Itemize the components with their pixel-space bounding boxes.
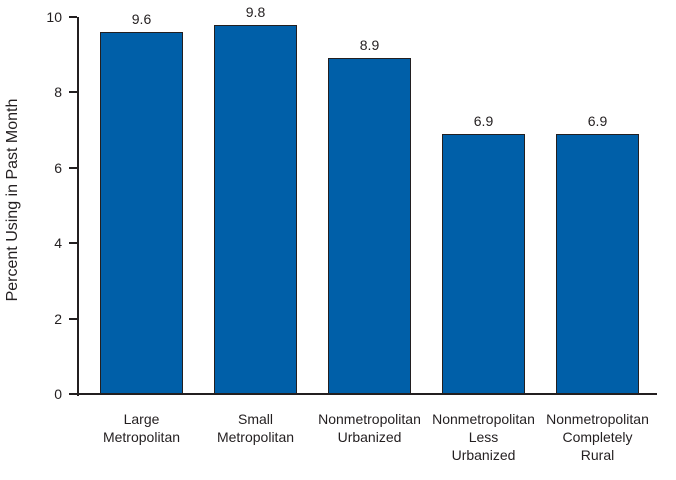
- y-tick-label-2: 2: [54, 310, 62, 327]
- bar-4: [442, 133, 525, 394]
- y-tick-2: [69, 317, 77, 320]
- bar-2: [214, 24, 297, 394]
- bar-value-label-3: 8.9: [359, 37, 380, 54]
- bar-5: [556, 133, 639, 394]
- bar-value-label-2: 9.8: [245, 3, 266, 20]
- y-tick-label-8: 8: [54, 84, 62, 101]
- y-tick-10: [69, 16, 77, 18]
- category-label-4: Nonmetropolitan Less Urbanized: [432, 411, 535, 463]
- y-tick-8: [69, 91, 77, 94]
- y-tick-label-10: 10: [46, 9, 62, 25]
- bar-1: [100, 32, 183, 394]
- bar-value-label-1: 9.6: [131, 11, 152, 28]
- y-tick-label-6: 6: [54, 159, 62, 176]
- category-label-2: Small Metropolitan: [216, 411, 295, 445]
- y-tick-4: [69, 242, 77, 245]
- bar-3: [328, 58, 411, 394]
- x-axis-line: [69, 393, 657, 395]
- category-label-3: Nonmetropolitan Urbanized: [318, 411, 421, 445]
- y-tick-label-4: 4: [54, 235, 62, 252]
- y-tick-label-0: 0: [54, 386, 62, 402]
- bar-value-label-4: 6.9: [473, 112, 494, 129]
- y-tick-6: [69, 166, 77, 169]
- y-axis-line: [77, 17, 79, 396]
- bar-value-label-5: 6.9: [587, 112, 608, 129]
- category-label-1: Large Metropolitan: [102, 411, 181, 445]
- y-axis-title: Percent Using in Past Month: [4, 98, 21, 302]
- y-tick-0: [69, 393, 77, 395]
- category-label-5: Nonmetropolitan Completely Rural: [546, 411, 649, 463]
